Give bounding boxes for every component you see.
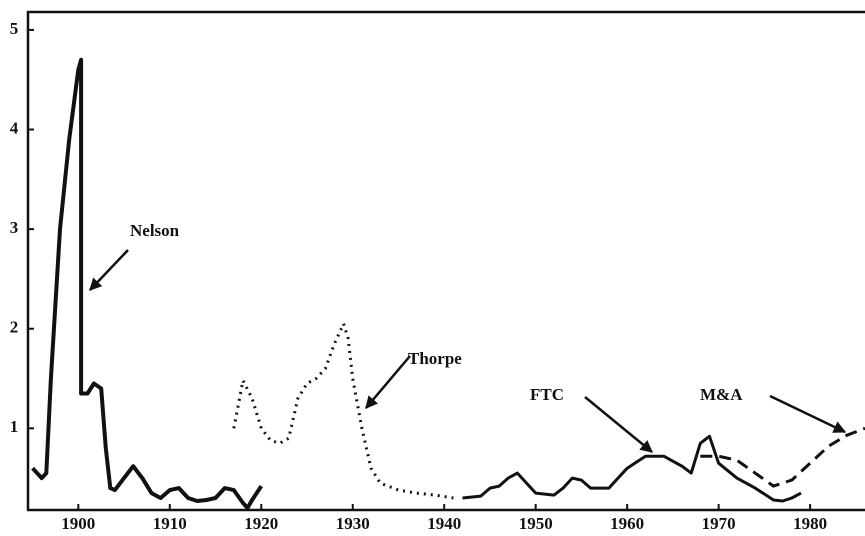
series-line [31,57,263,510]
x-tick-label: 1900 [61,514,95,533]
arrow [89,249,129,291]
y-tick-label: 4 [10,118,19,137]
x-tick-label: 1940 [427,514,461,533]
plot-frame [26,10,865,512]
series-label: Thorpe [408,349,462,368]
arrow [365,355,411,409]
x-tick-label: 1980 [793,514,827,533]
y-tick-label: 2 [10,318,19,337]
y-tick-label: 3 [10,218,19,237]
series-line [462,434,802,503]
series-label: M&A [700,385,743,404]
x-tick-label: 1960 [610,514,644,533]
series-label: Nelson [130,221,180,240]
x-tick-label: 1950 [519,514,553,533]
series-line [700,426,865,488]
series-label: FTC [530,385,564,404]
x-tick-label: 1920 [244,514,278,533]
arrow [769,394,847,434]
arrow [584,396,653,453]
y-tick-label: 5 [10,19,19,38]
x-tick-label: 1910 [153,514,187,533]
x-tick-label: 1970 [702,514,736,533]
x-tick-label: 1930 [336,514,370,533]
y-tick-label: 1 [10,417,19,436]
